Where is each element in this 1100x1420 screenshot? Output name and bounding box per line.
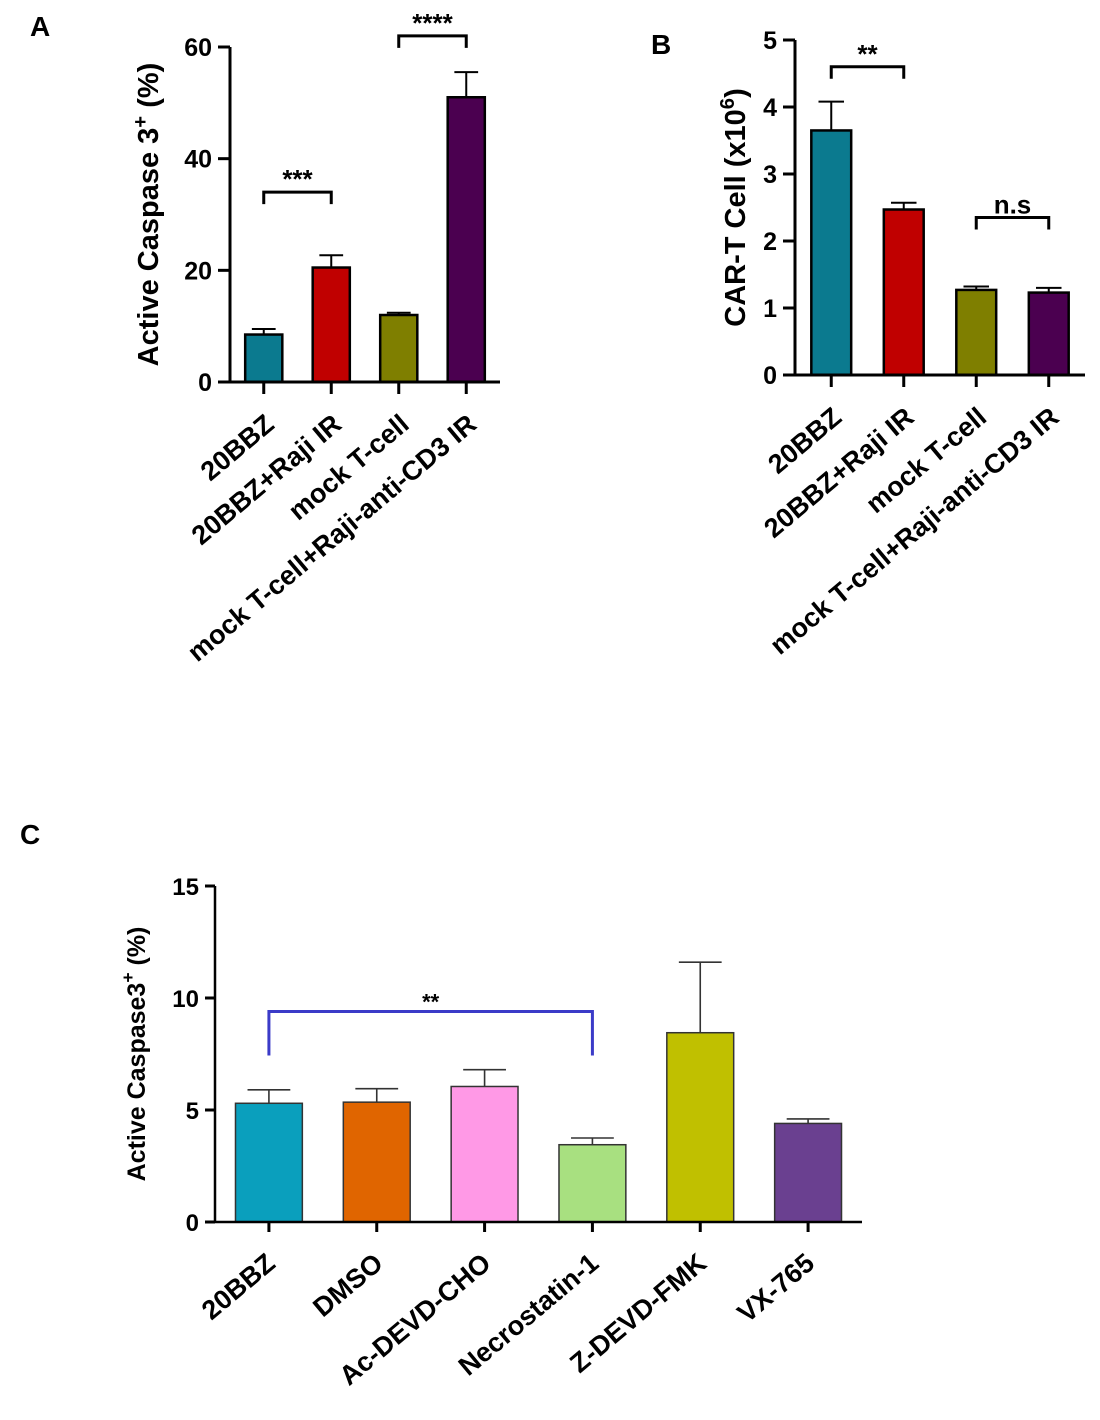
y-axis-label-superscript: + — [130, 116, 152, 128]
y-axis-label-suffix: (%) — [133, 63, 165, 116]
y-axis-label: Active Caspase3+ (%) — [118, 927, 151, 1182]
y-axis-label-superscript: + — [118, 972, 138, 982]
panel-label: C — [20, 819, 40, 850]
significance-bracket — [974, 216, 1051, 230]
bar — [773, 1122, 843, 1223]
y-tick-label: 0 — [186, 1210, 199, 1237]
y-tick-label: 15 — [172, 874, 199, 901]
y-axis-label: Active Caspase 3+ (%) — [130, 63, 165, 367]
significance-label: *** — [282, 164, 313, 194]
significance-bracket — [262, 190, 333, 205]
y-tick-label: 20 — [184, 257, 212, 285]
y-axis-label-superscript: 6 — [717, 98, 739, 109]
error-bar — [463, 1068, 506, 1087]
bar — [882, 208, 925, 377]
significance-bracket — [829, 65, 906, 79]
error-bar — [678, 961, 722, 1033]
significance-label: **** — [412, 8, 453, 38]
y-tick-label: 2 — [763, 228, 777, 256]
y-axis-label-suffix: ) — [720, 88, 752, 98]
bar — [234, 1102, 304, 1223]
bar — [378, 313, 419, 384]
error-bar — [355, 1087, 399, 1103]
y-axis-label-text: Active Caspase3 — [123, 983, 151, 1182]
bar — [446, 96, 487, 384]
y-tick-label: 40 — [184, 146, 212, 174]
bar — [558, 1143, 627, 1223]
bar — [243, 333, 284, 384]
bar — [955, 288, 998, 377]
error-bar — [319, 254, 344, 268]
bar — [1027, 291, 1070, 377]
error-bar — [571, 1137, 614, 1145]
y-axis-label-text: CAR-T Cell (x10 — [720, 109, 752, 327]
y-tick-label: 60 — [184, 34, 212, 62]
significance-label: n.s — [994, 190, 1032, 220]
error-bar — [454, 71, 479, 98]
y-tick-label: 10 — [172, 986, 199, 1013]
y-axis-label: CAR-T Cell (x106) — [717, 88, 752, 327]
x-category-label: VX-765 — [732, 1248, 820, 1329]
y-tick-label: 0 — [763, 362, 777, 390]
bar — [450, 1085, 519, 1223]
bar — [666, 1031, 735, 1223]
panel-label: B — [651, 29, 671, 60]
panel-label: A — [30, 11, 50, 42]
y-tick-label: 5 — [763, 27, 777, 55]
bar — [342, 1101, 411, 1223]
significance-label: ** — [857, 39, 878, 69]
y-tick-label: 5 — [186, 1098, 199, 1125]
y-axis-label-suffix: (%) — [123, 927, 151, 973]
x-category-label: DMSO — [307, 1248, 388, 1323]
significance-bracket — [267, 1009, 594, 1056]
y-tick-label: 4 — [763, 94, 777, 122]
significance-bracket — [397, 34, 468, 48]
bar — [311, 266, 352, 384]
y-tick-label: 1 — [763, 295, 777, 323]
y-tick-label: 0 — [198, 369, 212, 397]
significance-label: ** — [422, 989, 440, 1014]
error-bar — [818, 100, 845, 131]
x-category-label: 20BBZ — [196, 1248, 281, 1326]
error-bar — [247, 1089, 291, 1104]
axes — [213, 886, 862, 1224]
y-tick-label: 3 — [763, 161, 777, 189]
bar — [810, 129, 853, 377]
y-axis-label-text: Active Caspase 3 — [133, 128, 165, 367]
